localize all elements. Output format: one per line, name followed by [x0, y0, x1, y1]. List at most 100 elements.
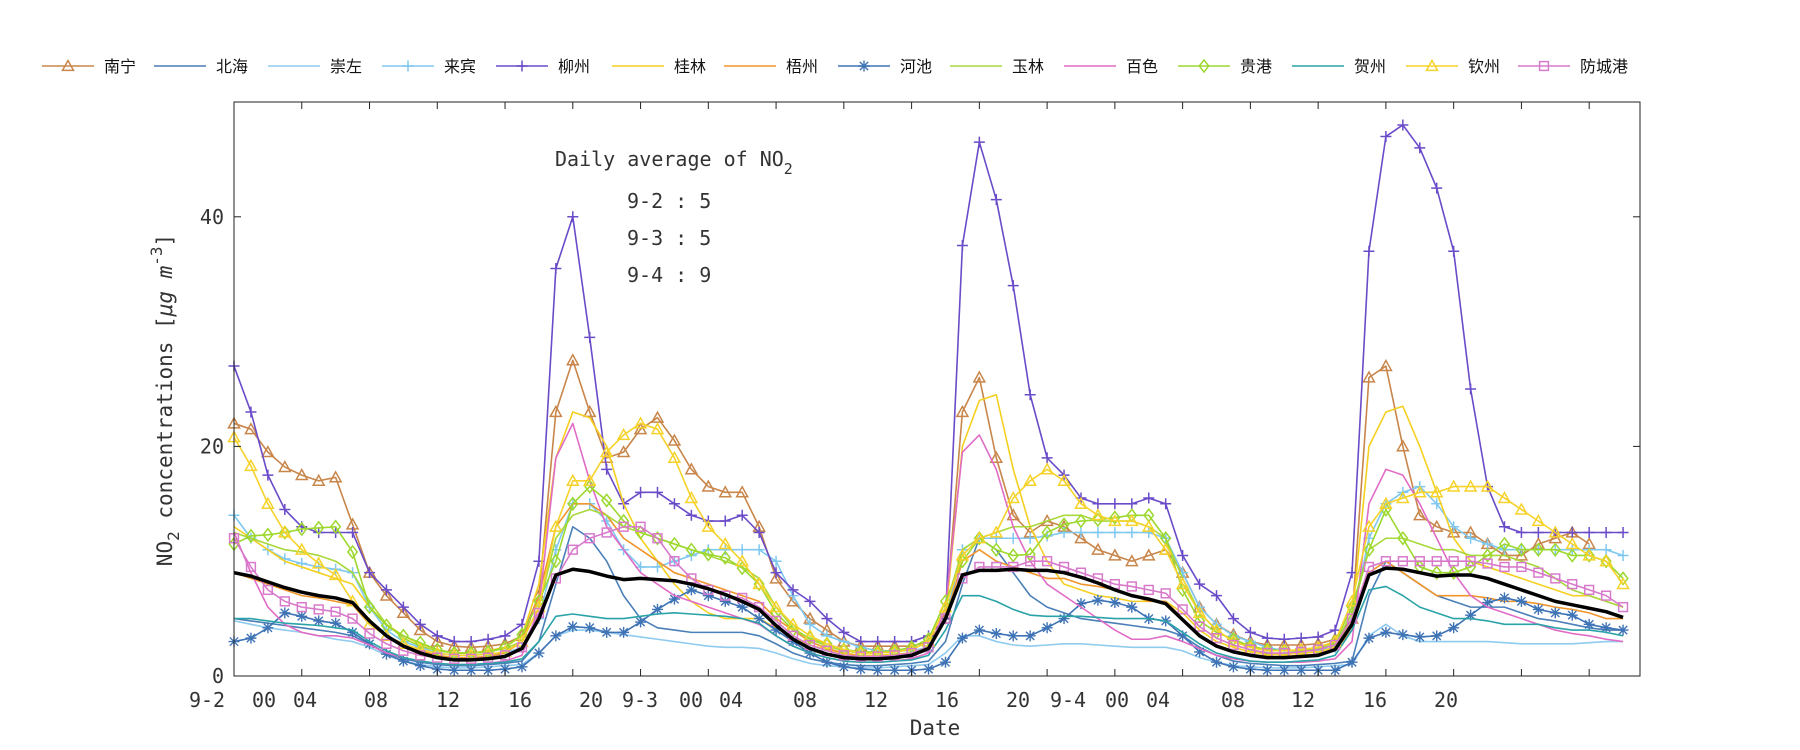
data-point	[1600, 553, 1612, 569]
data-point	[1380, 556, 1392, 567]
data-point	[413, 623, 428, 636]
x-tick-label: 08	[364, 688, 388, 712]
data-point	[294, 468, 309, 481]
data-point	[1583, 618, 1595, 630]
data-point	[1125, 554, 1139, 567]
data-point	[770, 567, 782, 579]
data-point	[719, 595, 731, 607]
data-point	[1141, 548, 1156, 561]
data-point	[770, 624, 782, 636]
data-point	[1108, 513, 1122, 527]
data-point	[804, 618, 816, 630]
data-point	[244, 458, 258, 472]
data-point	[1532, 603, 1544, 615]
data-point	[1075, 513, 1087, 529]
data-point	[838, 626, 850, 638]
data-point	[1448, 565, 1460, 580]
data-point	[1532, 527, 1544, 538]
data-point	[702, 590, 714, 602]
data-point	[1160, 498, 1172, 510]
data-point	[821, 613, 833, 625]
x-tick-label: 08	[1221, 688, 1245, 712]
data-point	[1211, 656, 1223, 668]
data-point	[1211, 590, 1223, 602]
data-point	[1514, 502, 1529, 515]
data-point	[296, 601, 307, 613]
data-point	[1499, 561, 1510, 573]
data-point	[1380, 626, 1392, 638]
data-point	[1532, 542, 1544, 557]
data-point	[955, 404, 970, 418]
data-point	[1143, 584, 1154, 596]
legend-marker	[516, 60, 528, 72]
data-point	[347, 613, 358, 624]
data-point	[1413, 485, 1427, 498]
data-point	[296, 610, 308, 622]
data-point	[1261, 664, 1273, 676]
data-point	[973, 530, 985, 546]
data-point	[1617, 624, 1629, 636]
data-point	[616, 445, 631, 458]
data-point	[1194, 646, 1206, 658]
data-point	[1600, 622, 1612, 634]
data-point	[1396, 491, 1410, 504]
data-point	[1379, 358, 1393, 372]
data-point	[753, 613, 765, 625]
annotation-line-1: 9-2 : 5	[627, 189, 711, 213]
data-point	[1363, 561, 1375, 573]
data-point	[1498, 521, 1510, 533]
x-tick-label: 12	[1291, 688, 1315, 712]
data-point	[650, 410, 665, 423]
data-point	[1075, 598, 1087, 610]
legend-item-10: 百色	[1064, 57, 1158, 76]
data-point	[1413, 508, 1427, 521]
data-point	[261, 445, 275, 458]
data-point	[753, 527, 765, 538]
data-point	[1397, 556, 1408, 567]
data-point	[1041, 525, 1053, 540]
data-point	[668, 498, 680, 510]
data-point	[701, 519, 716, 532]
data-point	[955, 548, 970, 561]
data-point	[279, 525, 291, 540]
data-point	[294, 542, 309, 555]
data-point	[1109, 597, 1121, 609]
data-point	[635, 521, 646, 532]
data-point	[1599, 554, 1613, 567]
data-point	[1294, 642, 1308, 655]
data-point	[735, 554, 749, 567]
data-point	[465, 636, 477, 648]
series-layer	[227, 119, 1630, 676]
data-point	[582, 473, 597, 486]
data-point	[582, 404, 597, 418]
data-point	[736, 544, 748, 556]
x-tick-label: 16	[508, 688, 532, 712]
data-point	[380, 584, 392, 596]
data-point	[1379, 496, 1393, 509]
data-point	[855, 663, 867, 675]
legend-label: 防城港	[1580, 57, 1628, 76]
data-point	[1228, 639, 1239, 651]
x-tick-label: 08	[793, 688, 817, 712]
data-point	[244, 422, 258, 435]
data-point	[364, 628, 375, 639]
data-point	[1295, 664, 1307, 676]
annotation-line-3: 9-4 : 9	[627, 263, 711, 287]
x-tick-label: 9-3	[622, 688, 658, 712]
data-point	[1057, 473, 1071, 486]
data-point	[1414, 142, 1426, 154]
data-point	[1346, 567, 1358, 579]
data-point	[1177, 604, 1188, 615]
data-point	[719, 515, 731, 527]
data-point	[1092, 594, 1104, 606]
legend-item-14: 防城港	[1518, 57, 1628, 76]
data-point	[566, 353, 580, 366]
data-point	[1465, 383, 1477, 395]
data-point	[516, 642, 528, 653]
data-point	[1617, 549, 1629, 561]
legend-label: 柳州	[558, 57, 590, 76]
data-point	[633, 416, 648, 429]
data-point	[1295, 632, 1307, 644]
data-point	[1227, 661, 1239, 673]
y-axis-label: NO2 concentrations [μg m-3]	[147, 234, 183, 566]
